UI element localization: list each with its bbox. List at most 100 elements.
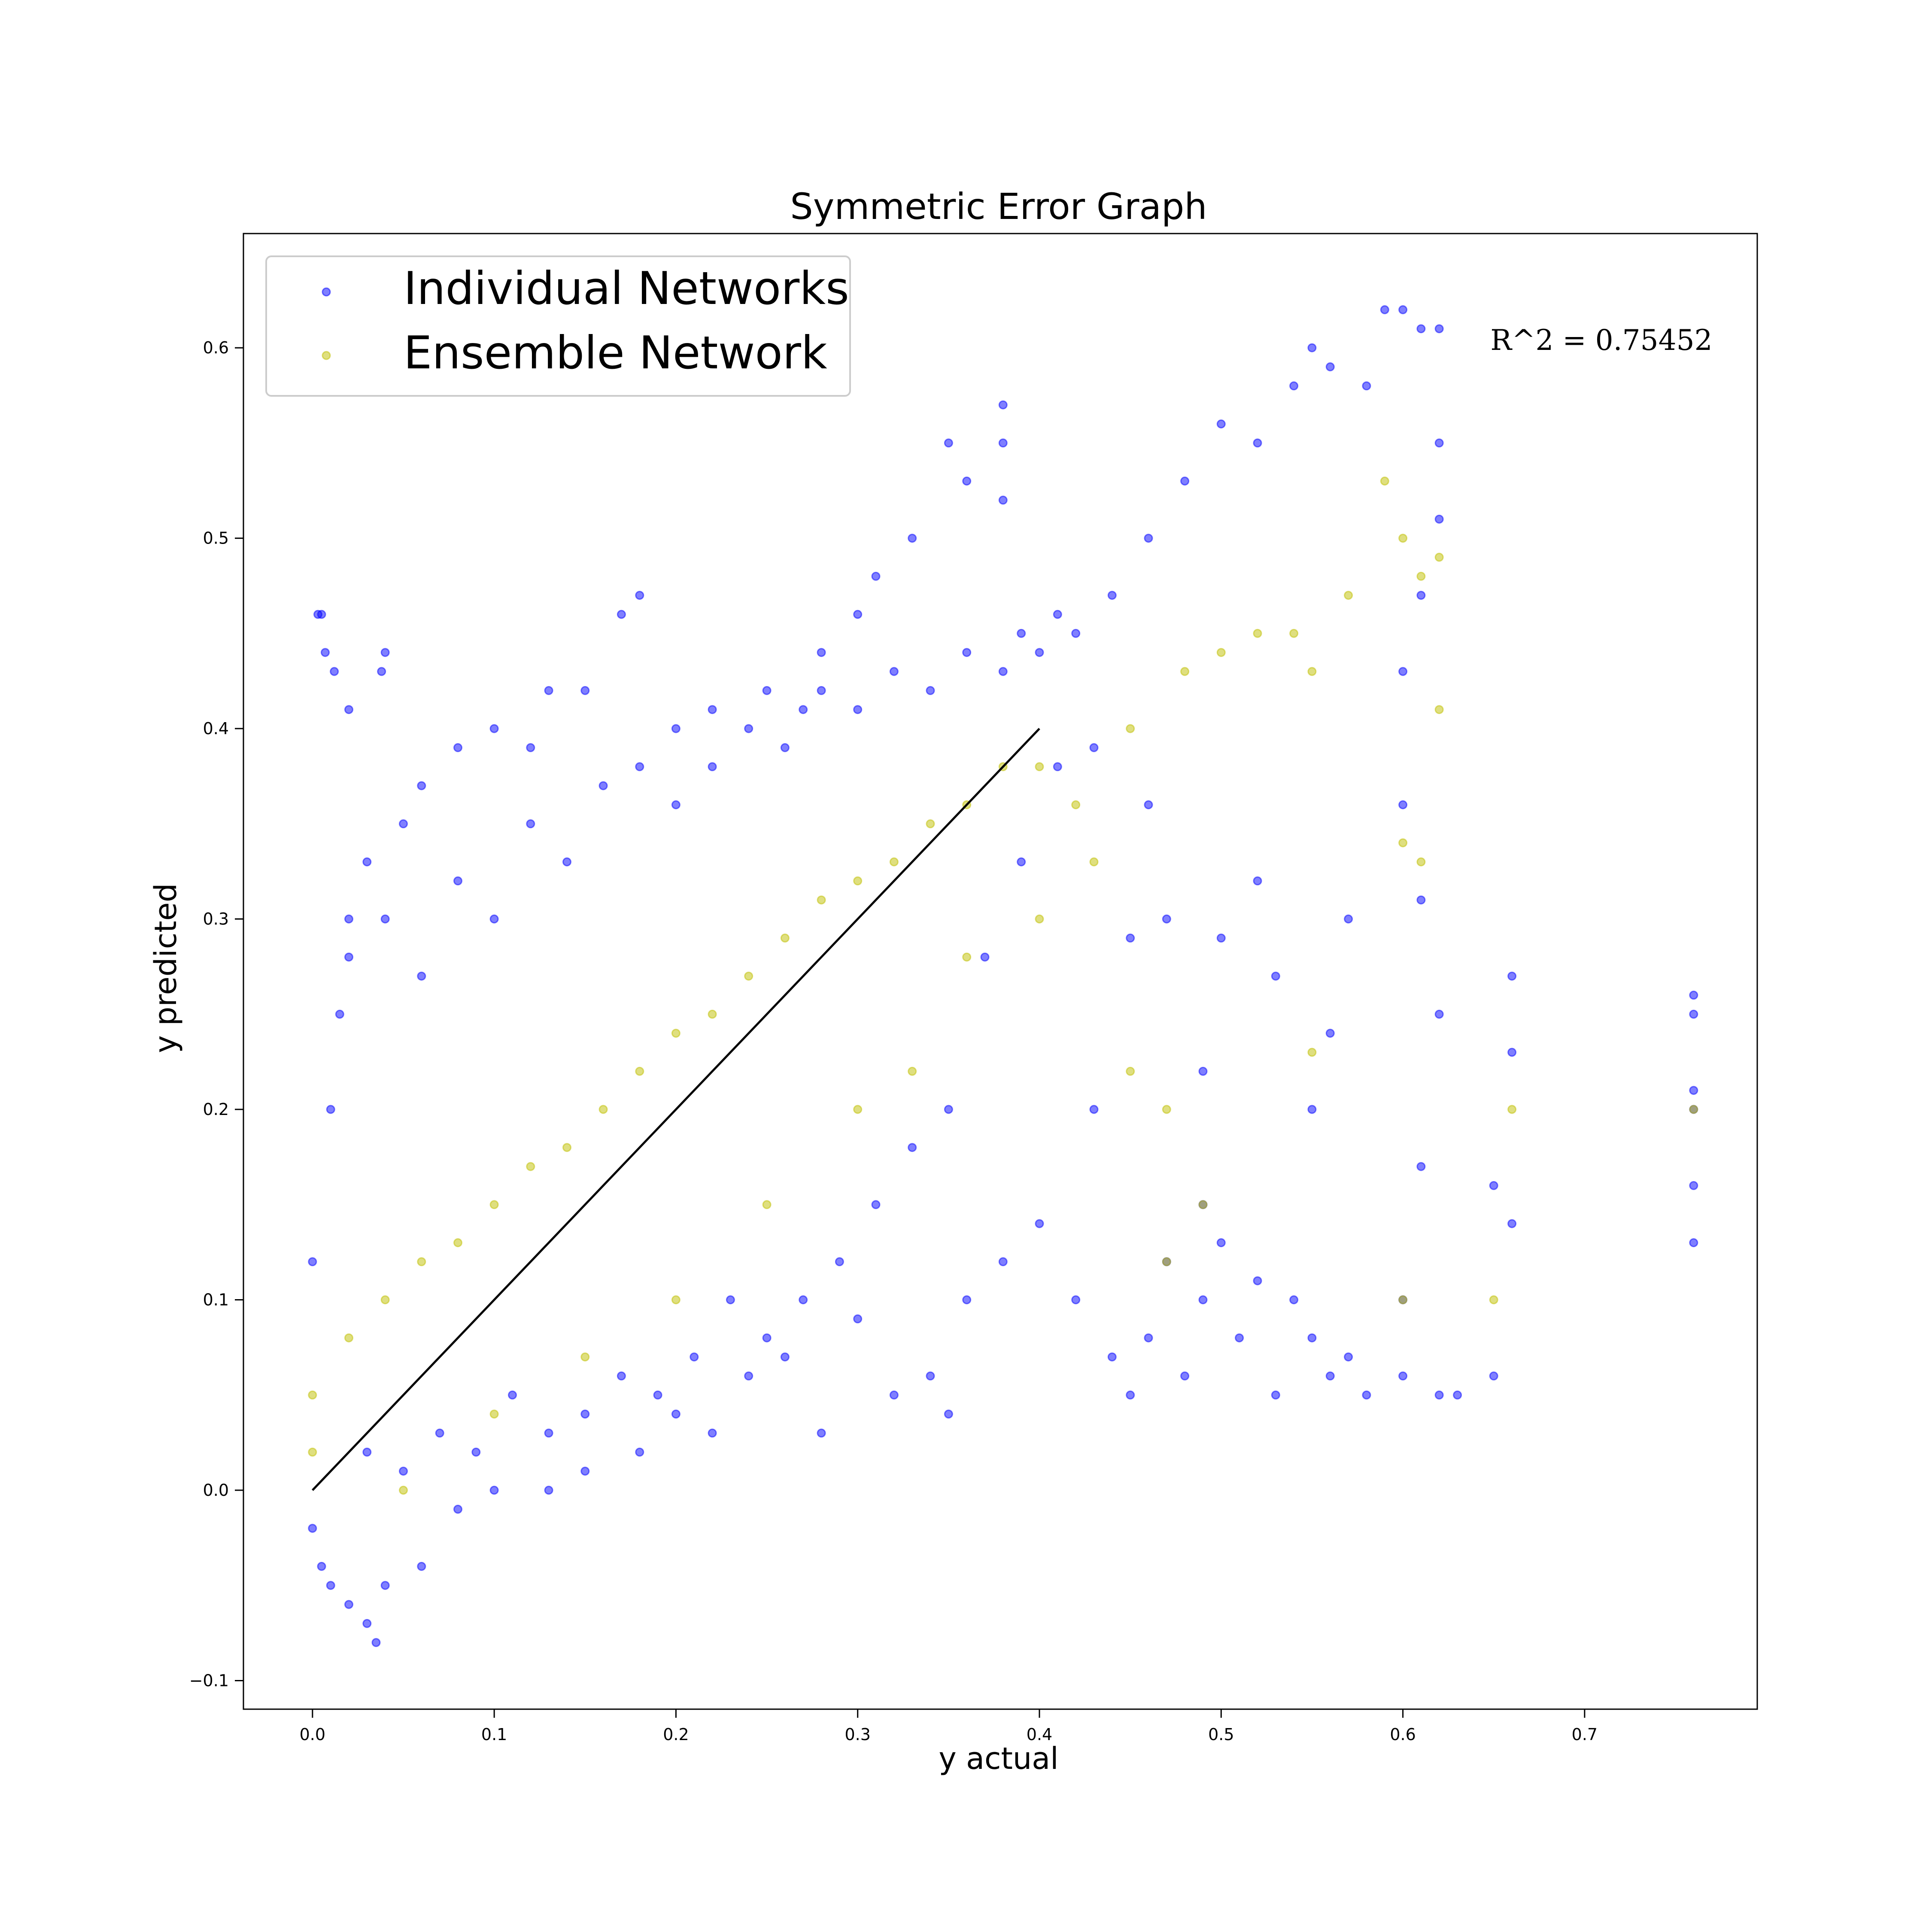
individual-network-point <box>1689 1009 1698 1019</box>
ensemble-network-point <box>1126 724 1135 733</box>
individual-network-point <box>321 648 330 657</box>
individual-network-point <box>635 1447 644 1457</box>
individual-network-point <box>1180 1371 1190 1381</box>
individual-network-point <box>1398 305 1408 314</box>
individual-network-point <box>1089 1105 1099 1114</box>
ensemble-network-point <box>1035 762 1044 772</box>
ensemble-network-point <box>1180 667 1190 676</box>
ensemble-network-point <box>562 1143 571 1152</box>
individual-network-point <box>544 686 553 695</box>
individual-network-point <box>998 400 1008 410</box>
individual-network-point <box>1035 648 1044 657</box>
y-tick-label: 0.5 <box>203 529 229 548</box>
individual-network-point <box>744 1371 753 1381</box>
ensemble-network-point <box>1307 1048 1317 1057</box>
individual-network-point <box>1416 895 1426 905</box>
ensemble-network-point <box>853 1105 863 1114</box>
individual-network-point <box>544 1485 553 1495</box>
individual-network-point <box>1126 1390 1135 1400</box>
ensemble-network-point <box>380 1295 390 1304</box>
ensemble-network-point <box>1162 1105 1171 1114</box>
individual-network-point <box>380 914 390 923</box>
ensemble-network-point <box>1344 591 1353 600</box>
ensemble-network-point <box>744 972 753 981</box>
individual-network-point <box>835 1257 844 1267</box>
individual-network-point <box>380 648 390 657</box>
x-tick-label: 0.3 <box>844 1725 870 1744</box>
individual-network-point <box>377 667 386 676</box>
individual-network-point <box>1253 1276 1262 1285</box>
individual-network-point <box>998 1257 1008 1267</box>
individual-network-point <box>780 1352 790 1362</box>
individual-network-point <box>1071 1295 1081 1304</box>
individual-network-point <box>380 1581 390 1590</box>
individual-network-point <box>1144 800 1153 809</box>
individual-network-point <box>344 952 353 962</box>
ensemble-network-point <box>908 1066 917 1076</box>
individual-network-point <box>344 705 353 714</box>
ensemble-network-point <box>580 1352 590 1362</box>
individual-network-point <box>580 1467 590 1476</box>
individual-network-point <box>489 724 499 733</box>
individual-network-point <box>453 1504 462 1514</box>
individual-network-point <box>780 743 790 752</box>
individual-network-point <box>1053 762 1062 772</box>
ensemble-network-point <box>417 1257 426 1267</box>
y-tick-label: 0.3 <box>203 910 229 929</box>
individual-network-point <box>1162 914 1171 923</box>
series-ensemble-network <box>308 477 1698 1495</box>
y-tick-label: 0.1 <box>203 1291 229 1309</box>
legend-label-ensemble: Ensemble Network <box>404 327 827 379</box>
individual-network-point <box>980 952 990 962</box>
ensemble-network-point <box>635 1066 644 1076</box>
individual-network-point <box>362 1619 372 1628</box>
x-tick-label: 0.1 <box>481 1725 507 1744</box>
individual-network-point <box>998 495 1008 505</box>
legend-marker-individual <box>322 287 331 297</box>
individual-network-point <box>417 972 426 981</box>
ensemble-network-point <box>889 857 899 866</box>
individual-network-point <box>1689 1181 1698 1190</box>
individual-network-point <box>1434 1390 1444 1400</box>
individual-network-point <box>671 1410 680 1419</box>
individual-network-point <box>1126 933 1135 943</box>
x-tick-label: 0.5 <box>1208 1725 1234 1744</box>
individual-network-point <box>1507 1219 1517 1228</box>
y-axis-label: y predicted <box>148 883 183 1053</box>
individual-network-point <box>962 648 972 657</box>
ensemble-network-point <box>1398 534 1408 543</box>
individual-network-point <box>317 610 326 619</box>
individual-network-point <box>1507 1048 1517 1057</box>
individual-network-point <box>871 1200 881 1209</box>
legend-box <box>265 255 851 397</box>
individual-network-point <box>580 1410 590 1419</box>
ensemble-network-point <box>1035 914 1044 923</box>
ensemble-network-point <box>1253 629 1262 638</box>
individual-network-point <box>1325 1371 1335 1381</box>
x-tick-label: 0.6 <box>1390 1725 1416 1744</box>
individual-network-point <box>308 1524 317 1533</box>
ensemble-network-point <box>671 1295 680 1304</box>
individual-network-point <box>1289 1295 1299 1304</box>
plot-frame <box>243 233 1758 1710</box>
individual-network-point <box>1434 438 1444 448</box>
ensemble-network-point <box>598 1105 608 1114</box>
ensemble-network-point <box>1307 667 1317 676</box>
individual-network-point <box>799 705 808 714</box>
individual-network-point <box>1344 914 1353 923</box>
individual-network-point <box>853 610 863 619</box>
individual-network-point <box>1271 972 1280 981</box>
legend-label-individual: Individual Networks <box>404 262 849 315</box>
individual-network-point <box>1398 800 1408 809</box>
individual-network-point <box>817 686 826 695</box>
ensemble-network-point <box>1398 1295 1408 1304</box>
x-tick-label: 0.4 <box>1027 1725 1052 1744</box>
individual-network-point <box>1053 610 1062 619</box>
y-tick-label: 0.0 <box>203 1481 229 1500</box>
individual-network-point <box>762 1333 772 1343</box>
individual-network-point <box>1253 876 1262 886</box>
ensemble-network-point <box>1689 1105 1698 1114</box>
individual-network-point <box>762 686 772 695</box>
individual-network-point <box>908 1143 917 1152</box>
individual-network-point <box>944 1410 953 1419</box>
